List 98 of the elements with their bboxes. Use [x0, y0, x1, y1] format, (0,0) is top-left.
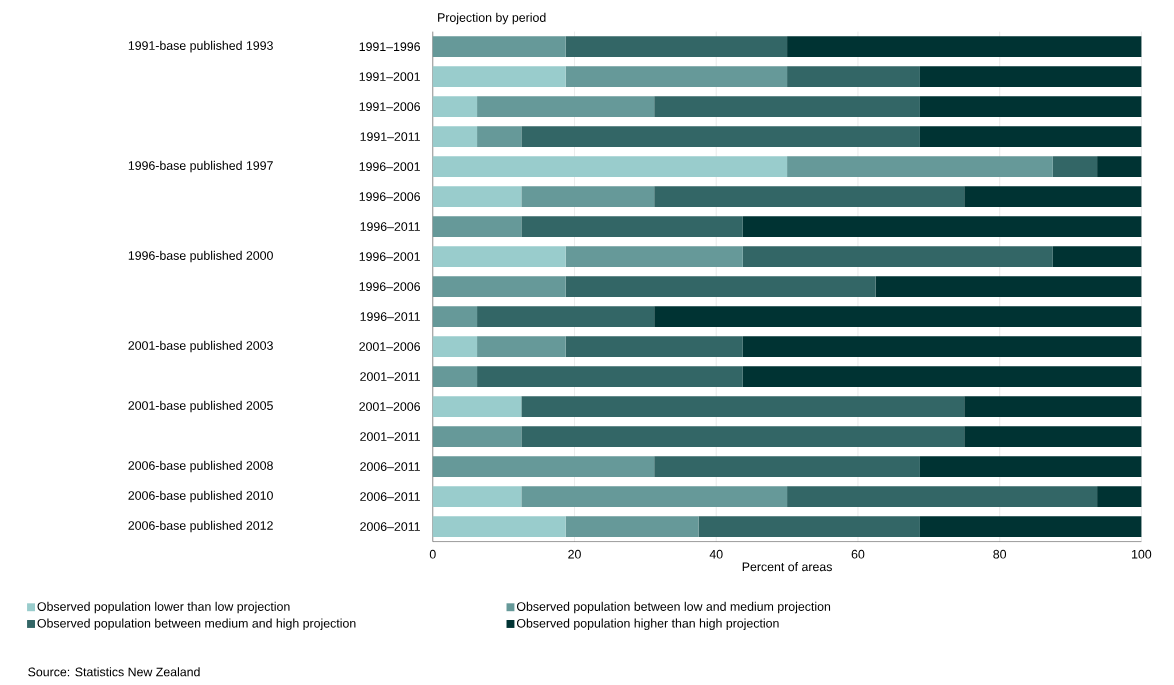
- bar: [654, 456, 920, 478]
- bar: [521, 426, 965, 448]
- y-tick-label: 1996–2001: [359, 162, 420, 172]
- bar: [432, 366, 478, 388]
- y-tick-label: 2001–2011: [360, 432, 420, 442]
- bar: [432, 66, 566, 88]
- x-tick-label: 100: [1132, 549, 1152, 559]
- bar: [432, 96, 478, 118]
- bar: [742, 246, 1053, 268]
- legend-label: Observed population lower than low projection: [37, 601, 290, 614]
- x-tick-label: 0: [429, 549, 436, 559]
- legend-label: Observed population between medium and high projection: [37, 618, 356, 631]
- y-tick-label: 2001–2006: [359, 342, 420, 352]
- bar: [477, 96, 655, 118]
- bar: [521, 216, 743, 238]
- bar: [477, 366, 743, 388]
- bar: [432, 276, 566, 298]
- text: 2001-base published 2003: [128, 340, 273, 353]
- bar: [787, 36, 1142, 58]
- y-tick-label: 2006–2011: [360, 522, 420, 532]
- text: 1991-base published 1993: [128, 40, 273, 53]
- bar: [919, 66, 1142, 88]
- bar: [521, 186, 655, 208]
- bar: [432, 396, 522, 418]
- bar: [477, 306, 655, 328]
- text: 2006-base published 2010: [128, 490, 273, 503]
- bar: [521, 486, 788, 508]
- text: 2006-base published 2008: [128, 460, 273, 473]
- y-tick-label: 1991–2011: [360, 132, 420, 142]
- bar: [964, 426, 1142, 448]
- bar: [432, 336, 478, 358]
- bar: [432, 156, 788, 178]
- bar: [432, 126, 478, 148]
- bar: [742, 216, 1142, 238]
- bar: [521, 126, 920, 148]
- bar: [654, 306, 1142, 328]
- bar: [742, 366, 1142, 388]
- bar: [432, 36, 566, 58]
- bar: [432, 246, 566, 268]
- bar: [432, 306, 478, 328]
- bar: [565, 36, 788, 58]
- x-tick-label: 80: [993, 549, 1007, 559]
- x-tick-label: 40: [709, 549, 723, 559]
- bar: [875, 276, 1142, 298]
- bar: [432, 486, 522, 508]
- bar: [565, 516, 699, 538]
- y-tick-label: 1996–2011: [360, 312, 420, 322]
- y-tick-label: 1996–2001: [359, 252, 420, 262]
- x-tick-label: 20: [568, 549, 581, 559]
- bar: [432, 456, 655, 478]
- chart-title: Projection by period: [438, 12, 546, 25]
- y-tick-label: 1996–2006: [359, 192, 420, 202]
- text: 2001-base published 2005: [128, 400, 273, 413]
- text: 1996-base published 2000: [128, 250, 273, 263]
- bar: [432, 426, 522, 448]
- y-tick-label: 1996–2011: [360, 222, 420, 232]
- bar: [1097, 156, 1142, 178]
- y-tick-label: 2001–2011: [360, 372, 420, 382]
- bar: [432, 186, 522, 208]
- bar: [565, 276, 876, 298]
- x-tick-label: 60: [851, 549, 865, 559]
- y-tick-label: 2006–2011: [360, 492, 420, 502]
- y-tick-label: 1991–1996: [359, 42, 420, 52]
- bar: [565, 246, 743, 268]
- text: 2006-base published 2012: [128, 520, 273, 533]
- legend-label: Observed population higher than high projection: [516, 618, 779, 631]
- bar: [654, 186, 965, 208]
- y-tick-label: 1996–2006: [359, 282, 420, 292]
- bar: [521, 396, 965, 418]
- bar: [477, 336, 566, 358]
- bar: [787, 66, 920, 88]
- bar: [565, 66, 788, 88]
- bar: [1052, 246, 1142, 268]
- text: 1996-base published 1997: [128, 160, 273, 173]
- bar: [787, 156, 1053, 178]
- y-tick-label: 2001–2006: [359, 402, 420, 412]
- bar: [432, 516, 566, 538]
- source-note: Source: Statistics New Zealand: [28, 667, 200, 677]
- y-tick-label: 1991–2006: [359, 102, 420, 112]
- y-tick-label: 1991–2001: [359, 72, 420, 82]
- bar: [919, 96, 1142, 118]
- bar: [919, 456, 1142, 478]
- y-tick-label: 2006–2011: [360, 462, 420, 472]
- bar: [432, 216, 522, 238]
- bar: [787, 486, 1098, 508]
- bar: [742, 336, 1142, 358]
- bar: [1097, 486, 1142, 508]
- bar: [565, 336, 743, 358]
- bar: [477, 126, 522, 148]
- bar: [1052, 156, 1098, 178]
- bar: [654, 96, 920, 118]
- legend-label: Observed population between low and medium projection: [516, 601, 831, 614]
- x-axis-title: Percent of areas: [742, 562, 832, 572]
- bar: [964, 186, 1142, 208]
- bar: [919, 516, 1142, 538]
- bar: [964, 396, 1142, 418]
- bar: [698, 516, 920, 538]
- bar: [919, 126, 1142, 148]
